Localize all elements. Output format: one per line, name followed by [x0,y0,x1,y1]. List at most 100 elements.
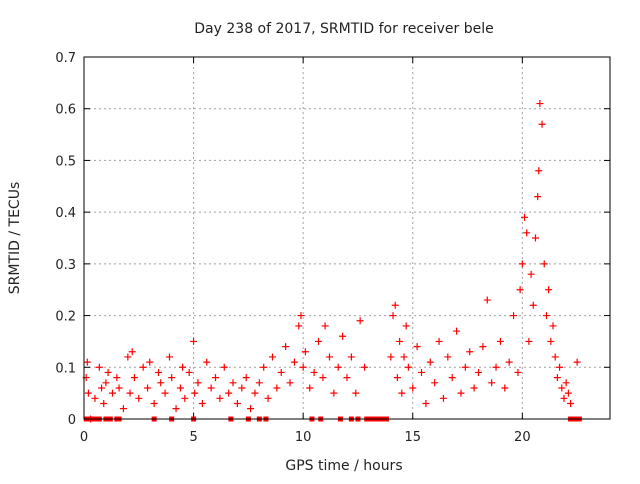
data-point [413,343,421,351]
data-point [185,368,193,376]
y-tick-label: 0.1 [55,361,76,376]
data-point [319,374,327,382]
tick-labels: 0 5 10 15 20 0 0.1 0.2 0.3 0.4 0.5 0.6 0.7 [55,51,530,445]
data-point [339,332,347,340]
data-point [505,358,513,366]
data-point [194,379,202,387]
data-point [560,394,568,402]
x-tick-label: 15 [404,430,421,445]
data-point [144,384,152,392]
data-point [396,337,404,345]
data-point [549,322,557,330]
data-point [514,368,522,376]
data-point [545,286,553,294]
data-point [155,368,163,376]
y-tick-label: 0.6 [55,103,76,118]
data-point [343,374,351,382]
data-point [496,337,504,345]
data-point [119,405,127,413]
data-point [233,399,241,407]
y-tick-label: 0.2 [55,310,76,325]
data-point [422,399,430,407]
data-point [457,389,465,397]
data-point [95,363,103,371]
data-point [542,312,550,320]
data-point [310,368,318,376]
data-point [126,389,134,397]
data-point [540,260,548,268]
data-point [488,379,496,387]
data-point [83,358,91,366]
data-point [277,368,285,376]
data-point [531,234,539,242]
data-point [203,358,211,366]
data-point [435,337,443,345]
data-point [448,374,456,382]
data-point [247,405,255,413]
data-point [104,368,112,376]
data-point [268,353,276,361]
y-axis-label: SRMTID / TECUs [7,182,23,295]
y-tick-label: 0.4 [55,206,76,221]
chart-title: Day 238 of 2017, SRMTID for receiver bel… [194,21,493,37]
data-point [225,389,233,397]
data-point [479,343,487,351]
data-point [547,337,555,345]
data-point [535,167,543,175]
data-point [150,399,158,407]
data-point [273,384,281,392]
data-point [124,353,132,361]
data-point [286,379,294,387]
data-point [356,317,364,325]
data-point [529,301,537,309]
data-point [466,348,474,356]
data-point [483,296,491,304]
data-point [567,399,575,407]
data-point [251,389,259,397]
y-tick-label: 0 [68,413,76,428]
data-point [84,389,92,397]
data-point [461,363,469,371]
data-point [553,374,561,382]
data-point [418,368,426,376]
data-point [290,358,298,366]
data-point [387,353,395,361]
data-point [551,353,559,361]
axis-ticks [83,56,610,420]
data-point [510,312,518,320]
data-point [264,394,272,402]
data-point [536,100,544,108]
data-point [393,374,401,382]
x-axis-label: GPS time / hours [285,458,402,474]
data-point [325,353,333,361]
plot-frame [83,56,611,420]
data-point [198,399,206,407]
data-point [361,363,369,371]
data-point [534,193,542,201]
y-tick-label: 0.5 [55,154,76,169]
data-point [216,394,224,402]
data-point [98,384,106,392]
data-point [527,270,535,278]
data-point [398,389,406,397]
data-point [220,363,228,371]
data-point [229,379,237,387]
data-point [501,384,509,392]
data-point [404,363,412,371]
data-point [165,353,173,361]
data-point [172,405,180,413]
data-point [190,337,198,345]
grid-lines [84,57,610,419]
data-point [347,353,355,361]
data-point [523,229,531,237]
data-point [301,348,309,356]
data-point [181,394,189,402]
data-point [260,363,268,371]
x-tick-label: 10 [295,430,312,445]
data-point [470,384,478,392]
data-point [426,358,434,366]
data-point [135,394,143,402]
data-point [562,379,570,387]
data-point [157,379,165,387]
